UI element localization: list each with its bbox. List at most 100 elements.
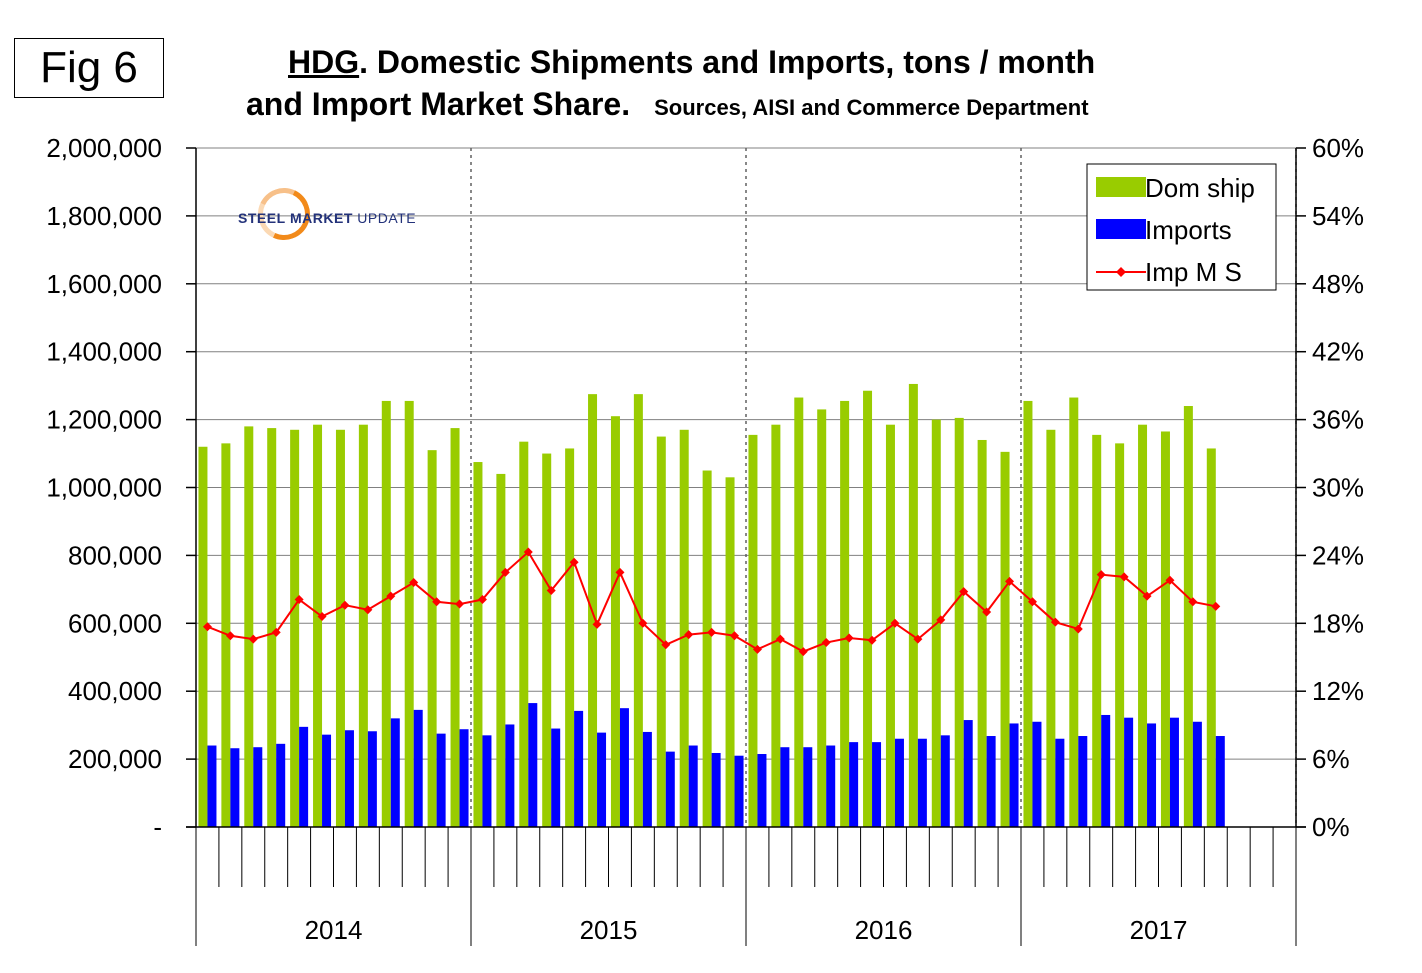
bar-imports: [230, 748, 240, 827]
marker-imp-ms: [661, 640, 671, 650]
legend-entry: Imports: [1145, 215, 1232, 245]
y-right-tick-label: 18%: [1312, 608, 1364, 638]
bar-dom-ship: [977, 439, 987, 827]
bar-imports: [574, 710, 584, 827]
y-left-tick-label: -: [153, 812, 162, 842]
y-right-tick-label: 24%: [1312, 540, 1364, 570]
steel-market-update-logo: STEEL MARKET UPDATE: [236, 180, 436, 248]
marker-imp-ms: [363, 605, 373, 615]
bar-imports: [1124, 717, 1134, 827]
bar-dom-ship: [335, 429, 345, 827]
bar-dom-ship: [794, 397, 804, 827]
chart-title-line2: and Import Market Share. Sources, AISI an…: [246, 86, 1089, 123]
y-left-tick-label: 400,000: [68, 676, 162, 706]
bar-dom-ship: [954, 417, 964, 827]
bar-imports: [711, 752, 721, 827]
bar-imports: [734, 755, 744, 827]
bar-imports: [551, 728, 561, 827]
bar-dom-ship: [840, 400, 850, 827]
x-year-label: 2014: [305, 915, 363, 945]
marker-imp-ms: [432, 597, 442, 607]
logo-word-market: MARKET: [290, 210, 353, 226]
y-right-tick-label: 42%: [1312, 337, 1364, 367]
marker-imp-ms: [1165, 575, 1175, 585]
marker-imp-ms: [1211, 601, 1221, 611]
bar-imports: [390, 718, 400, 827]
bar-dom-ship: [725, 477, 735, 827]
bar-imports: [849, 742, 859, 827]
marker-imp-ms: [340, 600, 350, 610]
y-left-tick-label: 1,200,000: [46, 405, 162, 435]
logo-word-steel: STEEL: [238, 210, 286, 226]
marker-imp-ms: [202, 622, 212, 632]
marker-imp-ms: [1050, 617, 1060, 627]
bar-imports: [1169, 717, 1179, 827]
bar-imports: [940, 735, 950, 827]
bar-dom-ship: [244, 426, 254, 827]
bar-dom-ship: [1206, 448, 1216, 827]
y-right-tick-label: 12%: [1312, 676, 1364, 706]
marker-imp-ms: [867, 635, 877, 645]
bar-dom-ship: [198, 446, 208, 827]
marker-imp-ms: [775, 634, 785, 644]
bar-dom-ship: [221, 443, 231, 827]
marker-imp-ms: [409, 578, 419, 588]
bar-imports: [1055, 738, 1065, 827]
bar-dom-ship: [565, 448, 575, 827]
y-left-tick-label: 200,000: [68, 744, 162, 774]
logo-word-update: UPDATE: [357, 210, 417, 226]
bar-imports: [459, 729, 469, 827]
bar-dom-ship: [450, 428, 460, 827]
bar-imports: [413, 709, 423, 827]
bar-dom-ship: [267, 428, 277, 827]
marker-imp-ms: [1119, 572, 1129, 582]
title-hdg: HDG: [288, 44, 360, 80]
marker-imp-ms: [615, 567, 625, 577]
marker-imp-ms: [959, 587, 969, 597]
bar-dom-ship: [1069, 397, 1079, 827]
marker-imp-ms: [523, 547, 533, 557]
bar-dom-ship: [610, 416, 620, 827]
marker-imp-ms: [1142, 591, 1152, 601]
legend-entry: Imp M S: [1145, 257, 1242, 287]
bar-imports: [780, 747, 790, 827]
marker-imp-ms: [638, 618, 648, 628]
bar-dom-ship: [817, 409, 827, 827]
marker-imp-ms: [752, 644, 762, 654]
bar-dom-ship: [519, 441, 529, 827]
chart-sources: Sources, AISI and Commerce Department: [654, 95, 1089, 120]
bar-dom-ship: [290, 429, 300, 827]
marker-imp-ms: [500, 567, 510, 577]
y-right-tick-label: 36%: [1312, 405, 1364, 435]
marker-imp-ms: [455, 599, 465, 609]
figure-label: Fig 6: [14, 38, 164, 98]
bar-imports: [367, 731, 377, 827]
legend-swatch-imp: [1096, 219, 1146, 239]
bar-dom-ship: [1092, 434, 1102, 827]
bar-imports: [1192, 721, 1202, 827]
marker-imp-ms: [1005, 576, 1015, 586]
bar-dom-ship: [1046, 429, 1056, 827]
bar-dom-ship: [1023, 400, 1033, 827]
bar-dom-ship: [908, 383, 918, 827]
bar-imports: [276, 743, 286, 827]
marker-imp-ms: [546, 585, 556, 595]
y-right-tick-label: 48%: [1312, 269, 1364, 299]
marker-imp-ms: [294, 595, 304, 605]
marker-imp-ms: [271, 627, 281, 637]
bar-dom-ship: [1160, 431, 1170, 827]
bar-dom-ship: [702, 470, 712, 827]
chart-title-line1: HDG. Domestic Shipments and Imports, ton…: [288, 44, 1095, 81]
bar-imports: [505, 724, 515, 827]
marker-imp-ms: [317, 612, 327, 622]
bar-imports: [322, 734, 332, 827]
y-left-tick-label: 1,400,000: [46, 337, 162, 367]
y-left-tick-label: 1,000,000: [46, 473, 162, 503]
y-left-tick-label: 600,000: [68, 608, 162, 638]
bar-dom-ship: [381, 400, 391, 827]
y-left-tick-label: 2,000,000: [46, 133, 162, 163]
bar-dom-ship: [679, 429, 689, 827]
bar-imports: [963, 720, 973, 827]
y-left-tick-label: 1,800,000: [46, 201, 162, 231]
